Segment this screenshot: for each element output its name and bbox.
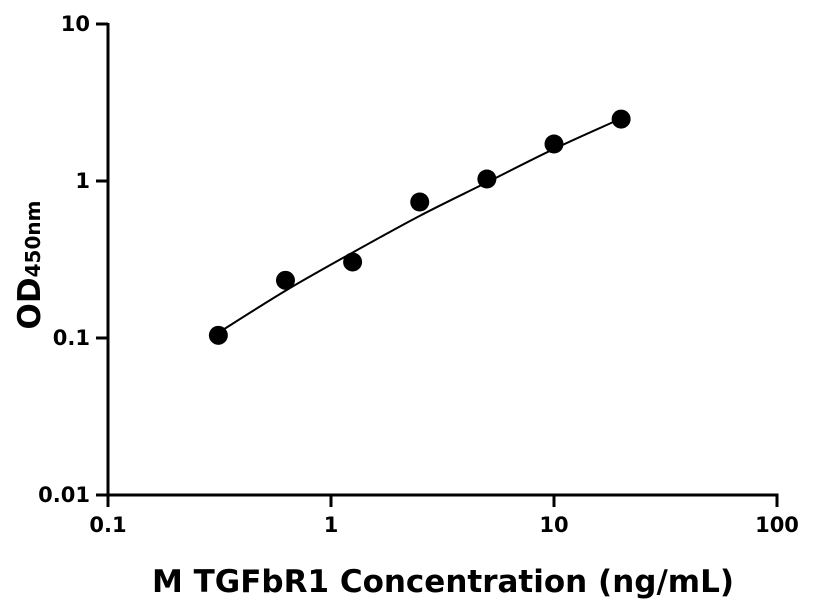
tick-labels: 0.1 1 10 100 0.01 0.1 1 10 (38, 12, 799, 537)
data-point (275, 270, 295, 290)
y-tick-label: 0.1 (53, 326, 90, 350)
y-axis-title: OD450nm (12, 201, 48, 330)
axes (96, 22, 779, 507)
y-tick-label: 0.01 (38, 483, 90, 507)
data-point (477, 169, 497, 189)
y-axis-title-main: OD (12, 277, 48, 329)
x-tick-label: 10 (539, 513, 568, 537)
data-point (208, 325, 228, 345)
data-point (343, 252, 363, 272)
x-tick-label: 0.1 (89, 513, 126, 537)
y-tick-label: 1 (75, 169, 90, 193)
data-point (410, 192, 430, 212)
y-tick-label: 10 (61, 12, 90, 36)
data-point (611, 109, 631, 129)
x-tick-label: 1 (324, 513, 339, 537)
x-axis-title: M TGFbR1 Concentration (ng/mL) (152, 564, 734, 600)
y-axis-title-subscript: 450nm (21, 201, 45, 278)
data-point (544, 134, 564, 154)
data-points (208, 109, 631, 345)
x-tick-label: 100 (755, 513, 799, 537)
